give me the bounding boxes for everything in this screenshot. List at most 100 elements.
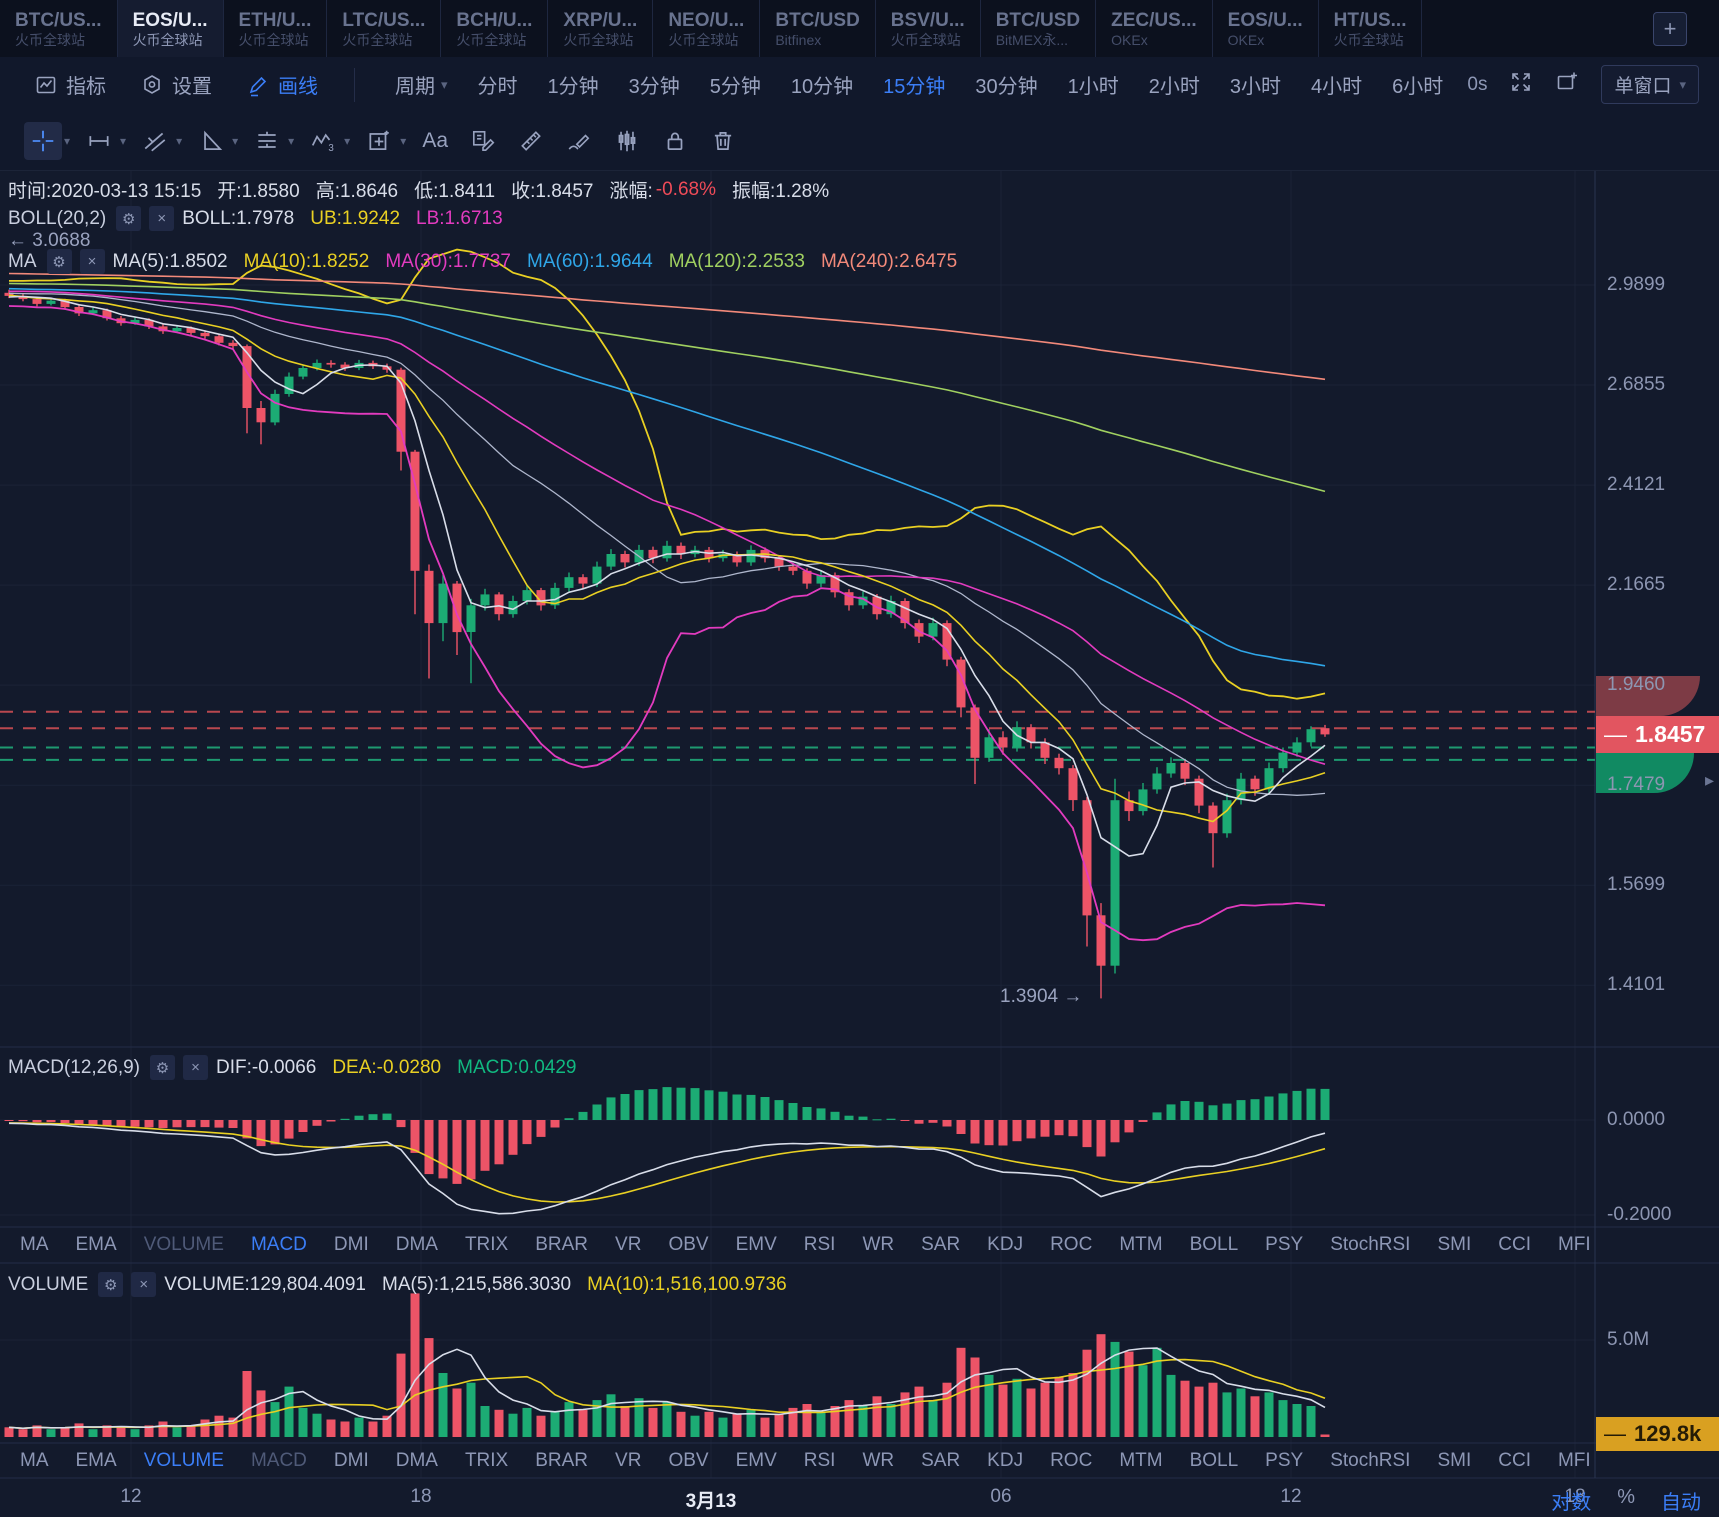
market-tab[interactable]: BCH/U... 火币全球站: [441, 0, 549, 57]
indicator-tab[interactable]: SMI: [1437, 1449, 1472, 1471]
segment-tool[interactable]: [80, 122, 118, 160]
indicator-tab[interactable]: MFI: [1557, 1449, 1591, 1471]
indicator-tab[interactable]: VOLUME: [143, 1234, 224, 1255]
draw-button[interactable]: 画线: [246, 70, 318, 99]
indicator-tab[interactable]: StochRSI: [1330, 1449, 1411, 1471]
period-menu[interactable]: 周期 ▾: [395, 70, 448, 99]
macd-settings-button[interactable]: ⚙: [150, 1055, 175, 1080]
indicator-tab[interactable]: RSI: [803, 1449, 836, 1471]
triangle-tool[interactable]: [192, 122, 230, 160]
indicator-tab[interactable]: PSY: [1265, 1234, 1304, 1255]
indicator-tab[interactable]: SAR: [921, 1449, 961, 1471]
window-mode-button[interactable]: 单窗口 ▾: [1601, 65, 1699, 104]
indicator-tab[interactable]: CCI: [1498, 1234, 1531, 1255]
indicator-tab[interactable]: DMA: [395, 1234, 438, 1255]
market-tab[interactable]: EOS/U... 火币全球站: [117, 0, 224, 57]
pattern-tool[interactable]: [608, 122, 646, 160]
settings-button[interactable]: 设置: [140, 70, 212, 99]
boll-close-button[interactable]: ×: [149, 206, 175, 231]
trendline-tool[interactable]: [136, 122, 174, 160]
scale-toggle[interactable]: 自动: [1661, 1492, 1701, 1514]
timeframe-tab[interactable]: 5分钟: [709, 76, 761, 98]
timeframe-tab[interactable]: 10分钟: [790, 76, 854, 98]
timeframe-tab[interactable]: 3分钟: [628, 76, 680, 98]
indicator-tab[interactable]: BRAR: [535, 1449, 589, 1471]
wave-tool[interactable]: 3: [304, 122, 342, 160]
pen-tool[interactable]: [560, 122, 598, 160]
indicator-tab[interactable]: MFI: [1557, 1234, 1591, 1255]
indicator-tab[interactable]: VR: [615, 1449, 642, 1471]
indicator-tab[interactable]: VOLUME: [143, 1449, 224, 1471]
market-tab[interactable]: ETH/U... 火币全球站: [224, 0, 328, 57]
indicator-tab[interactable]: BOLL: [1189, 1449, 1239, 1471]
chevron-down-icon[interactable]: ▾: [232, 134, 239, 148]
text-tool[interactable]: Aa: [416, 122, 454, 160]
volume-close-button[interactable]: ×: [131, 1272, 157, 1297]
indicator-tab[interactable]: DMI: [333, 1234, 369, 1255]
timeframe-tab[interactable]: 1分钟: [547, 76, 599, 98]
add-market-tab-button[interactable]: +: [1653, 11, 1687, 46]
axis-collapse-handle[interactable]: ▸: [1705, 770, 1715, 790]
indicator-tab[interactable]: BRAR: [535, 1234, 589, 1255]
market-tab[interactable]: BTC/USD BitMEX永...: [981, 0, 1097, 57]
ma-close-button[interactable]: ×: [79, 249, 105, 274]
indicator-tab[interactable]: MTM: [1119, 1234, 1163, 1255]
chevron-down-icon[interactable]: ▾: [288, 134, 295, 148]
indicator-tab[interactable]: SMI: [1437, 1234, 1472, 1255]
indicator-tab[interactable]: MA: [20, 1234, 49, 1255]
indicator-tab[interactable]: EMA: [75, 1234, 117, 1255]
indicator-tab[interactable]: WR: [862, 1234, 895, 1255]
chevron-down-icon[interactable]: ▾: [120, 134, 127, 148]
indicator-tab[interactable]: PSY: [1265, 1449, 1304, 1471]
volume-settings-button[interactable]: ⚙: [98, 1272, 124, 1297]
timeframe-tab[interactable]: 2小时: [1148, 76, 1200, 98]
indicator-tab[interactable]: DMA: [395, 1449, 438, 1471]
market-tab[interactable]: EOS/U... OKEx: [1213, 0, 1319, 57]
fib-box-tool[interactable]: [360, 122, 398, 160]
indicator-tab[interactable]: VR: [615, 1234, 642, 1255]
chevron-down-icon[interactable]: ▾: [400, 134, 407, 148]
boll-settings-button[interactable]: ⚙: [116, 206, 142, 231]
scale-toggle[interactable]: 对数: [1551, 1492, 1592, 1514]
scale-toggle[interactable]: %: [1617, 1486, 1635, 1508]
market-tab[interactable]: BTC/US... 火币全球站: [0, 0, 118, 57]
crosshair-tool[interactable]: [24, 122, 62, 160]
indicator-tab[interactable]: KDJ: [987, 1234, 1024, 1255]
timeframe-tab[interactable]: 3小时: [1229, 76, 1282, 98]
market-tab[interactable]: XRP/U... 火币全球站: [548, 0, 654, 57]
indicator-tab[interactable]: WR: [862, 1449, 895, 1471]
timeframe-tab[interactable]: 30分钟: [975, 76, 1038, 98]
timeframe-tab[interactable]: 4小时: [1311, 76, 1363, 98]
indicator-tab[interactable]: EMV: [735, 1234, 777, 1255]
ruler-tool[interactable]: [512, 122, 550, 160]
indicator-tab[interactable]: KDJ: [987, 1449, 1024, 1471]
chevron-down-icon[interactable]: ▾: [176, 134, 183, 148]
indicator-tab[interactable]: ROC: [1050, 1234, 1093, 1255]
indicator-tab[interactable]: OBV: [668, 1449, 709, 1471]
timeframe-tab[interactable]: 6小时: [1392, 76, 1444, 98]
delete-tool[interactable]: [704, 122, 742, 160]
chevron-down-icon[interactable]: ▾: [64, 134, 71, 148]
chevron-down-icon[interactable]: ▾: [344, 134, 351, 148]
market-tab[interactable]: HT/US... 火币全球站: [1319, 0, 1423, 57]
timeframe-tab[interactable]: 1小时: [1067, 76, 1119, 98]
lock-tool[interactable]: [656, 122, 694, 160]
market-tab[interactable]: BSV/U... 火币全球站: [876, 0, 981, 57]
indicator-tab[interactable]: RSI: [803, 1234, 836, 1255]
indicator-tab[interactable]: TRIX: [464, 1449, 509, 1471]
indicators-button[interactable]: 指标: [34, 70, 106, 99]
indicator-tab[interactable]: MACD: [250, 1449, 307, 1471]
macd-close-button[interactable]: ×: [183, 1055, 208, 1080]
market-tab[interactable]: BTC/USD Bitfinex: [760, 0, 876, 57]
indicator-tab[interactable]: TRIX: [464, 1234, 509, 1255]
market-tab[interactable]: ZEC/US... OKEx: [1096, 0, 1213, 57]
indicator-tab[interactable]: MTM: [1119, 1449, 1163, 1471]
indicator-tab[interactable]: MACD: [250, 1234, 307, 1255]
indicator-tab[interactable]: OBV: [668, 1234, 709, 1255]
indicator-tab[interactable]: EMA: [75, 1449, 117, 1471]
fullscreen-icon[interactable]: [1509, 70, 1533, 100]
parallel-channel-tool[interactable]: [248, 122, 286, 160]
indicator-tab[interactable]: StochRSI: [1330, 1234, 1411, 1255]
new-pane-icon[interactable]: [1555, 70, 1579, 100]
